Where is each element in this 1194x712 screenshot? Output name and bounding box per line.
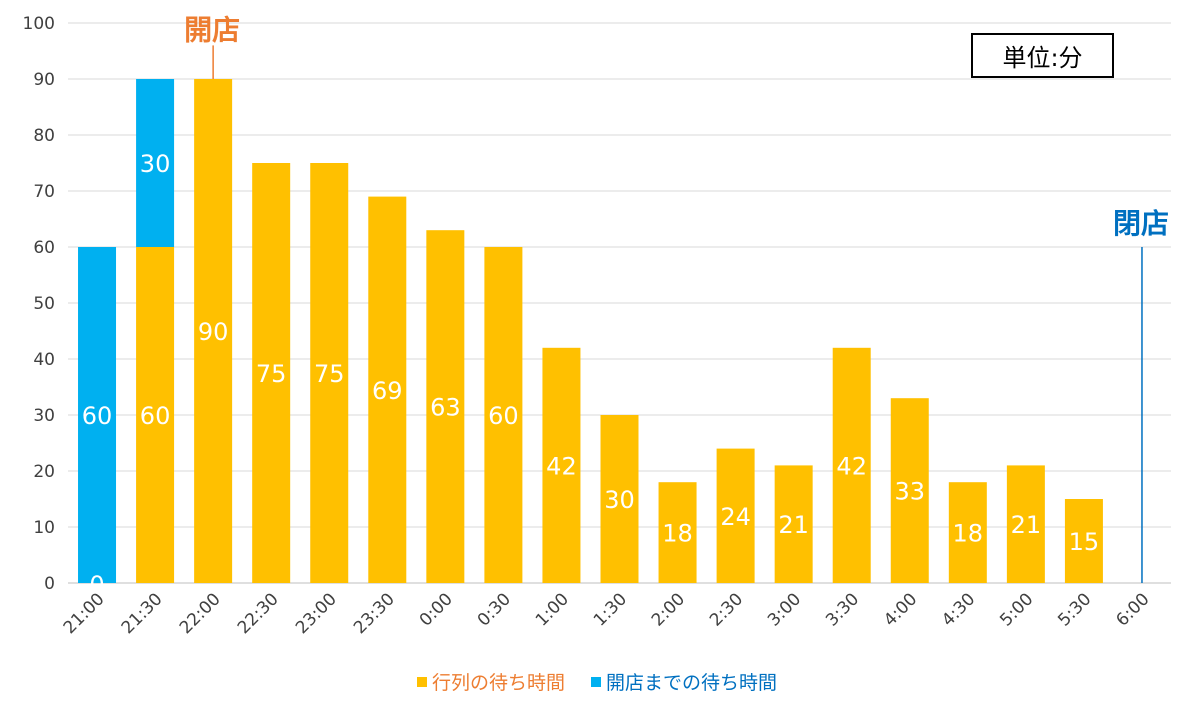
x-tick-label: 4:30 <box>938 589 979 630</box>
annotation-label: 閉店 <box>1113 207 1169 240</box>
bar-queue <box>1006 465 1045 583</box>
y-tick-label: 100 <box>23 14 55 34</box>
x-tick-label: 0:30 <box>474 589 515 630</box>
x-tick-label: 22:00 <box>176 589 225 638</box>
data-label-queue: 24 <box>720 503 751 531</box>
bar-queue <box>310 163 349 583</box>
x-tick-label: 3:00 <box>764 589 805 630</box>
bar-queue <box>426 230 465 583</box>
x-tick-label: 22:30 <box>234 589 283 638</box>
x-tick-label: 1:00 <box>532 589 573 630</box>
bar-queue <box>832 347 871 583</box>
data-label-queue: 42 <box>546 452 577 480</box>
bar-queue <box>774 465 813 583</box>
x-tick-label: 5:00 <box>996 589 1037 630</box>
bars <box>78 79 1103 583</box>
data-label-zero: 0 <box>89 571 104 599</box>
annotation-label: 開店 <box>184 13 240 46</box>
data-label-queue: 60 <box>140 402 171 430</box>
bar-opening <box>136 79 175 247</box>
bar-queue <box>136 247 175 583</box>
data-label-queue: 42 <box>836 452 867 480</box>
y-tick-label: 40 <box>33 350 55 370</box>
data-label-queue: 30 <box>604 486 635 514</box>
bar-queue <box>542 347 581 583</box>
data-label-opening: 60 <box>82 402 113 430</box>
data-label-queue: 90 <box>198 318 229 346</box>
bar-queue <box>890 398 929 583</box>
data-label-queue: 63 <box>430 394 461 422</box>
bar-queue <box>600 415 639 583</box>
x-tick-label: 2:00 <box>648 589 689 630</box>
x-tick-label: 3:30 <box>822 589 863 630</box>
data-label-queue: 18 <box>953 520 984 548</box>
x-tick-label: 1:30 <box>590 589 631 630</box>
legend-item-queue: 行列の待ち時間 <box>416 668 565 695</box>
legend: 行列の待ち時間 開店までの待ち時間 <box>0 668 1194 695</box>
data-label-opening: 30 <box>140 150 171 178</box>
y-tick-label: 50 <box>33 294 55 314</box>
data-label-queue: 21 <box>778 511 809 539</box>
y-tick-label: 70 <box>33 182 55 202</box>
bar-opening <box>78 247 117 583</box>
data-label-queue: 69 <box>372 377 403 405</box>
legend-item-opening: 開店までの待ち時間 <box>591 668 777 695</box>
bar-queue <box>484 247 523 583</box>
x-tick-label: 6:00 <box>1112 589 1153 630</box>
bar-queue <box>658 482 697 583</box>
gridlines <box>68 22 1171 584</box>
bar-queue <box>948 482 987 583</box>
y-tick-label: 60 <box>33 238 55 258</box>
data-label-queue: 60 <box>488 402 519 430</box>
x-tick-label: 2:30 <box>706 589 747 630</box>
y-tick-label: 90 <box>33 70 55 90</box>
bar-queue <box>252 163 291 583</box>
bar-queue <box>194 79 233 583</box>
data-label-queue: 75 <box>256 360 287 388</box>
x-tick-label: 4:00 <box>880 589 921 630</box>
legend-swatch-queue <box>416 676 427 687</box>
x-tick-label: 0:00 <box>416 589 457 630</box>
data-label-queue: 21 <box>1011 511 1042 539</box>
data-label-queue: 75 <box>314 360 345 388</box>
x-tick-label: 21:00 <box>60 589 109 638</box>
x-tick-label: 21:30 <box>118 589 167 638</box>
bar-queue <box>368 196 407 583</box>
data-labels: 60 60 30 90 75 75 69 63 60 42 30 18 24 21 42 33 18 21 15 0 <box>82 150 1099 599</box>
legend-label-queue: 行列の待ち時間 <box>431 672 565 694</box>
x-tick-label: 5:30 <box>1054 589 1095 630</box>
x-axis-ticks: 21:00 21:30 22:00 22:30 23:00 23:30 0:00 0:30 1:… <box>60 589 1154 638</box>
y-tick-label: 0 <box>44 574 55 594</box>
y-axis-ticks: 0 10 20 30 40 50 60 70 80 90 100 <box>23 14 55 594</box>
y-tick-label: 20 <box>33 462 55 482</box>
x-tick-label: 23:30 <box>350 589 399 638</box>
y-tick-label: 80 <box>33 126 55 146</box>
bar-queue <box>716 448 755 583</box>
unit-label: 単位:分 <box>971 33 1114 78</box>
bar-queue <box>1064 499 1103 583</box>
data-label-queue: 15 <box>1069 528 1100 556</box>
legend-label-opening: 開店までの待ち時間 <box>606 672 778 694</box>
y-tick-label: 30 <box>33 406 55 426</box>
data-label-queue: 33 <box>894 478 925 506</box>
legend-swatch-opening <box>591 676 601 687</box>
y-tick-label: 10 <box>33 518 55 538</box>
data-label-queue: 18 <box>662 520 693 548</box>
x-tick-label: 23:00 <box>292 589 341 638</box>
